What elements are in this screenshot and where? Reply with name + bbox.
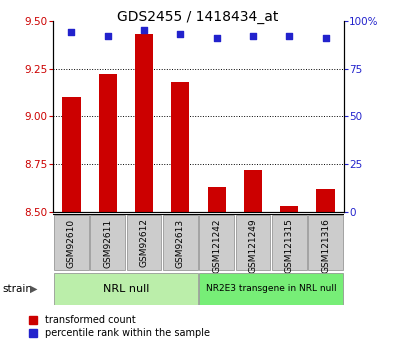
FancyBboxPatch shape (308, 215, 343, 270)
FancyBboxPatch shape (199, 215, 234, 270)
Bar (135, 34, 153, 212)
Bar (171, 82, 190, 212)
Text: NRL null: NRL null (103, 284, 149, 294)
FancyBboxPatch shape (199, 273, 343, 305)
Bar (99, 74, 117, 212)
Point (213, 35, 220, 41)
Text: GSM92612: GSM92612 (139, 218, 149, 267)
Bar (62, 97, 81, 212)
Text: GDS2455 / 1418434_at: GDS2455 / 1418434_at (117, 10, 278, 24)
FancyBboxPatch shape (54, 215, 89, 270)
Point (177, 31, 184, 37)
Point (68, 29, 75, 35)
Legend: transformed count, percentile rank within the sample: transformed count, percentile rank withi… (28, 315, 210, 338)
Point (250, 33, 256, 39)
Text: ▶: ▶ (30, 284, 37, 294)
FancyBboxPatch shape (127, 215, 162, 270)
FancyBboxPatch shape (163, 215, 198, 270)
Text: GSM121316: GSM121316 (321, 218, 330, 273)
Text: GSM121315: GSM121315 (285, 218, 294, 273)
Text: NR2E3 transgene in NRL null: NR2E3 transgene in NRL null (206, 284, 337, 294)
Text: GSM92613: GSM92613 (176, 218, 185, 268)
Point (105, 33, 111, 39)
Point (286, 33, 292, 39)
FancyBboxPatch shape (54, 273, 198, 305)
Point (141, 28, 147, 33)
Bar (244, 170, 262, 212)
Text: GSM121242: GSM121242 (212, 218, 221, 273)
Text: strain: strain (2, 284, 32, 294)
Text: GSM92610: GSM92610 (67, 218, 76, 268)
Bar (207, 187, 226, 212)
Bar (316, 189, 335, 212)
Point (322, 35, 329, 41)
Text: GSM92611: GSM92611 (103, 218, 112, 268)
FancyBboxPatch shape (235, 215, 270, 270)
FancyBboxPatch shape (272, 215, 307, 270)
FancyBboxPatch shape (90, 215, 125, 270)
Text: GSM121249: GSM121249 (248, 218, 258, 273)
Bar (280, 206, 298, 212)
